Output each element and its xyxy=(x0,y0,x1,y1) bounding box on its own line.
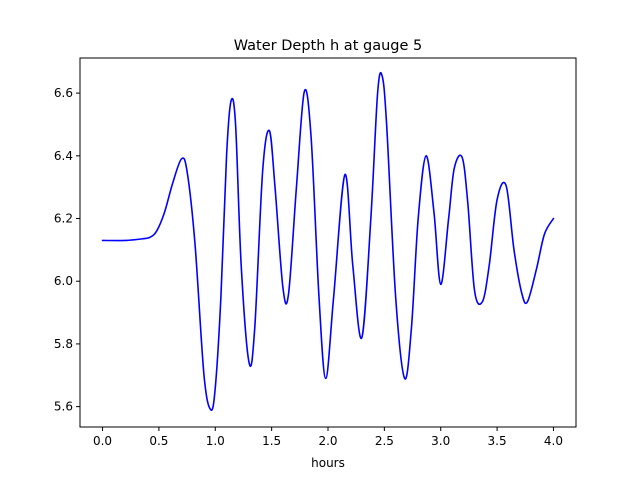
x-tick-label: 0.0 xyxy=(93,434,112,448)
y-tick-label: 6.6 xyxy=(54,86,73,100)
x-tick-label: 0.5 xyxy=(149,434,168,448)
series-line-0 xyxy=(101,71,555,411)
x-tick-label: 1.0 xyxy=(206,434,225,448)
x-tick-label: 2.0 xyxy=(318,434,337,448)
x-tick-label: 3.0 xyxy=(431,434,450,448)
x-tick-label: 3.5 xyxy=(488,434,507,448)
y-tick-label: 6.4 xyxy=(54,149,73,163)
y-tick-label: 5.8 xyxy=(54,337,73,351)
y-tick-label: 6.0 xyxy=(54,274,73,288)
x-tick-label: 2.5 xyxy=(375,434,394,448)
x-tick-label: 4.0 xyxy=(544,434,563,448)
x-tick-label: 1.5 xyxy=(262,434,281,448)
plot-area: 0.0 0.5 1.0 1.5 2.0 2.5 3.0 3.5 4.0 5.6 5.8 6.0 6.2 6… xyxy=(54,57,577,448)
y-tick-label: 6.2 xyxy=(54,212,73,226)
chart-title: Water Depth h at gauge 5 xyxy=(234,38,422,54)
x-axis-label: hours xyxy=(311,456,345,470)
y-tick-label: 5.6 xyxy=(54,400,73,414)
